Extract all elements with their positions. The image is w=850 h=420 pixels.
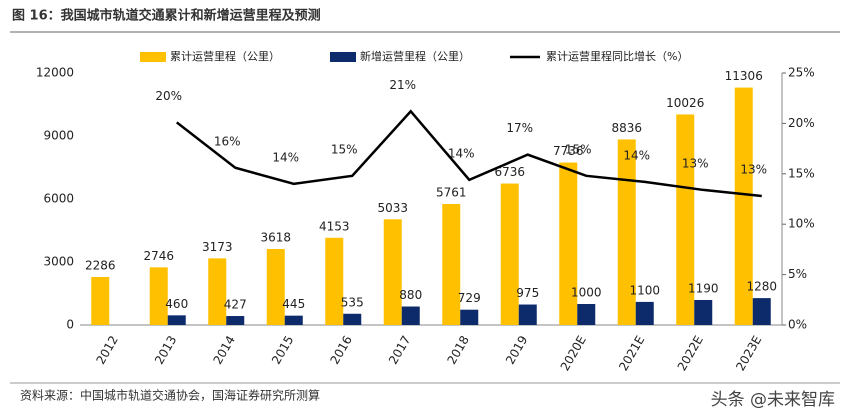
bar-value-label: 2286: [85, 258, 116, 272]
bar-value-label: 1280: [746, 280, 777, 294]
bar: [401, 306, 420, 325]
bar-value-label: 880: [399, 288, 422, 302]
bar-value-label: 7736: [553, 144, 584, 158]
bar-value-label: 8836: [611, 121, 642, 135]
bar-value-label: 1100: [629, 283, 660, 297]
line-value-label: 15%: [565, 142, 592, 156]
bar-value-label: 5761: [436, 186, 467, 200]
bar: [226, 316, 245, 325]
line-value-label: 14%: [448, 146, 475, 160]
x-tick-label: 2022E: [675, 333, 706, 373]
y-tick-label: 0: [66, 318, 74, 332]
x-tick-label: 2012: [93, 333, 120, 366]
bar-value-label: 445: [282, 297, 305, 311]
y-tick-label: 12000: [36, 66, 74, 80]
bar: [518, 304, 537, 325]
bar: [266, 249, 285, 325]
y2-tick-label: 25%: [788, 66, 815, 80]
x-tick-label: 2014: [210, 333, 237, 366]
x-tick-label: 2019: [503, 333, 530, 366]
bar-value-label: 6736: [494, 165, 525, 179]
bar-value-label: 460: [165, 297, 188, 311]
line-value-label: 13%: [682, 156, 709, 170]
chart-title: 图 16：我国城市轨道交通累计和新增运营里程及预测: [12, 8, 321, 24]
bar: [500, 183, 519, 325]
bar: [284, 315, 303, 325]
x-tick-label: 2018: [444, 333, 471, 366]
legend-label: 新增运营里程（公里）: [360, 49, 470, 63]
line-value-label: 14%: [623, 148, 650, 162]
bar-value-label: 975: [516, 286, 539, 300]
y-tick-label: 3000: [43, 255, 74, 269]
bar: [442, 204, 461, 325]
y2-tick-label: 0%: [788, 318, 807, 332]
line-value-label: 13%: [740, 162, 767, 176]
x-tick-label: 2020E: [558, 333, 589, 373]
y2-tick-label: 10%: [788, 217, 815, 231]
bar-value-label: 1000: [571, 286, 602, 300]
source-note: 资料来源：中国城市轨道交通协会，国海证券研究所测算: [20, 388, 320, 403]
bar-value-label: 10026: [666, 96, 704, 110]
y2-tick-label: 5%: [788, 267, 807, 281]
bar: [91, 276, 110, 325]
line: [175, 109, 762, 198]
line-value-label: 21%: [389, 78, 416, 92]
bar-value-label: 427: [224, 298, 247, 312]
watermark: 头条 @未来智库: [711, 390, 835, 410]
x-tick-label: 2023E: [733, 333, 764, 373]
bar: [617, 139, 636, 325]
bar: [559, 162, 578, 325]
legend-label: 累计运营里程（公里）: [170, 49, 280, 63]
bar: [734, 87, 753, 325]
bar: [676, 114, 695, 325]
bar-value-label: 3173: [202, 240, 233, 254]
bar-value-label: 535: [341, 295, 364, 309]
bar-value-label: 4153: [319, 219, 350, 233]
bar: [325, 237, 344, 325]
bar-value-label: 2746: [143, 249, 174, 263]
x-tick-label: 2015: [269, 333, 296, 366]
x-tick-label: 2017: [386, 333, 413, 366]
line-value-label: 17%: [506, 121, 533, 135]
y2-tick-label: 20%: [788, 116, 815, 130]
y-tick-label: 6000: [43, 192, 74, 206]
legend-swatch: [140, 52, 166, 62]
bar: [343, 313, 362, 325]
bar: [694, 300, 713, 325]
line-value-label: 16%: [214, 134, 241, 148]
bar: [752, 298, 771, 325]
legend-label: 累计运营里程同比增长（%）: [546, 49, 688, 63]
bar: [460, 309, 479, 325]
y2-tick-label: 15%: [788, 166, 815, 180]
bar: [149, 267, 168, 325]
x-tick-label: 2021E: [616, 333, 647, 373]
line-value-label: 20%: [155, 89, 182, 103]
bar: [577, 304, 596, 325]
x-tick-label: 2013: [152, 333, 179, 366]
bar-value-label: 1190: [688, 282, 719, 296]
bar-value-label: 3618: [260, 231, 291, 245]
bar: [635, 301, 654, 325]
line-value-label: 14%: [272, 150, 299, 164]
bar: [383, 219, 402, 325]
bar-value-label: 729: [458, 291, 481, 305]
y-tick-label: 9000: [43, 129, 74, 143]
bar: [208, 258, 227, 325]
bar-value-label: 11306: [725, 69, 763, 83]
x-tick-label: 2016: [327, 333, 354, 366]
bar: [167, 315, 186, 325]
line-value-label: 15%: [331, 142, 358, 156]
bar-value-label: 5033: [377, 201, 408, 215]
legend-swatch: [330, 52, 356, 62]
